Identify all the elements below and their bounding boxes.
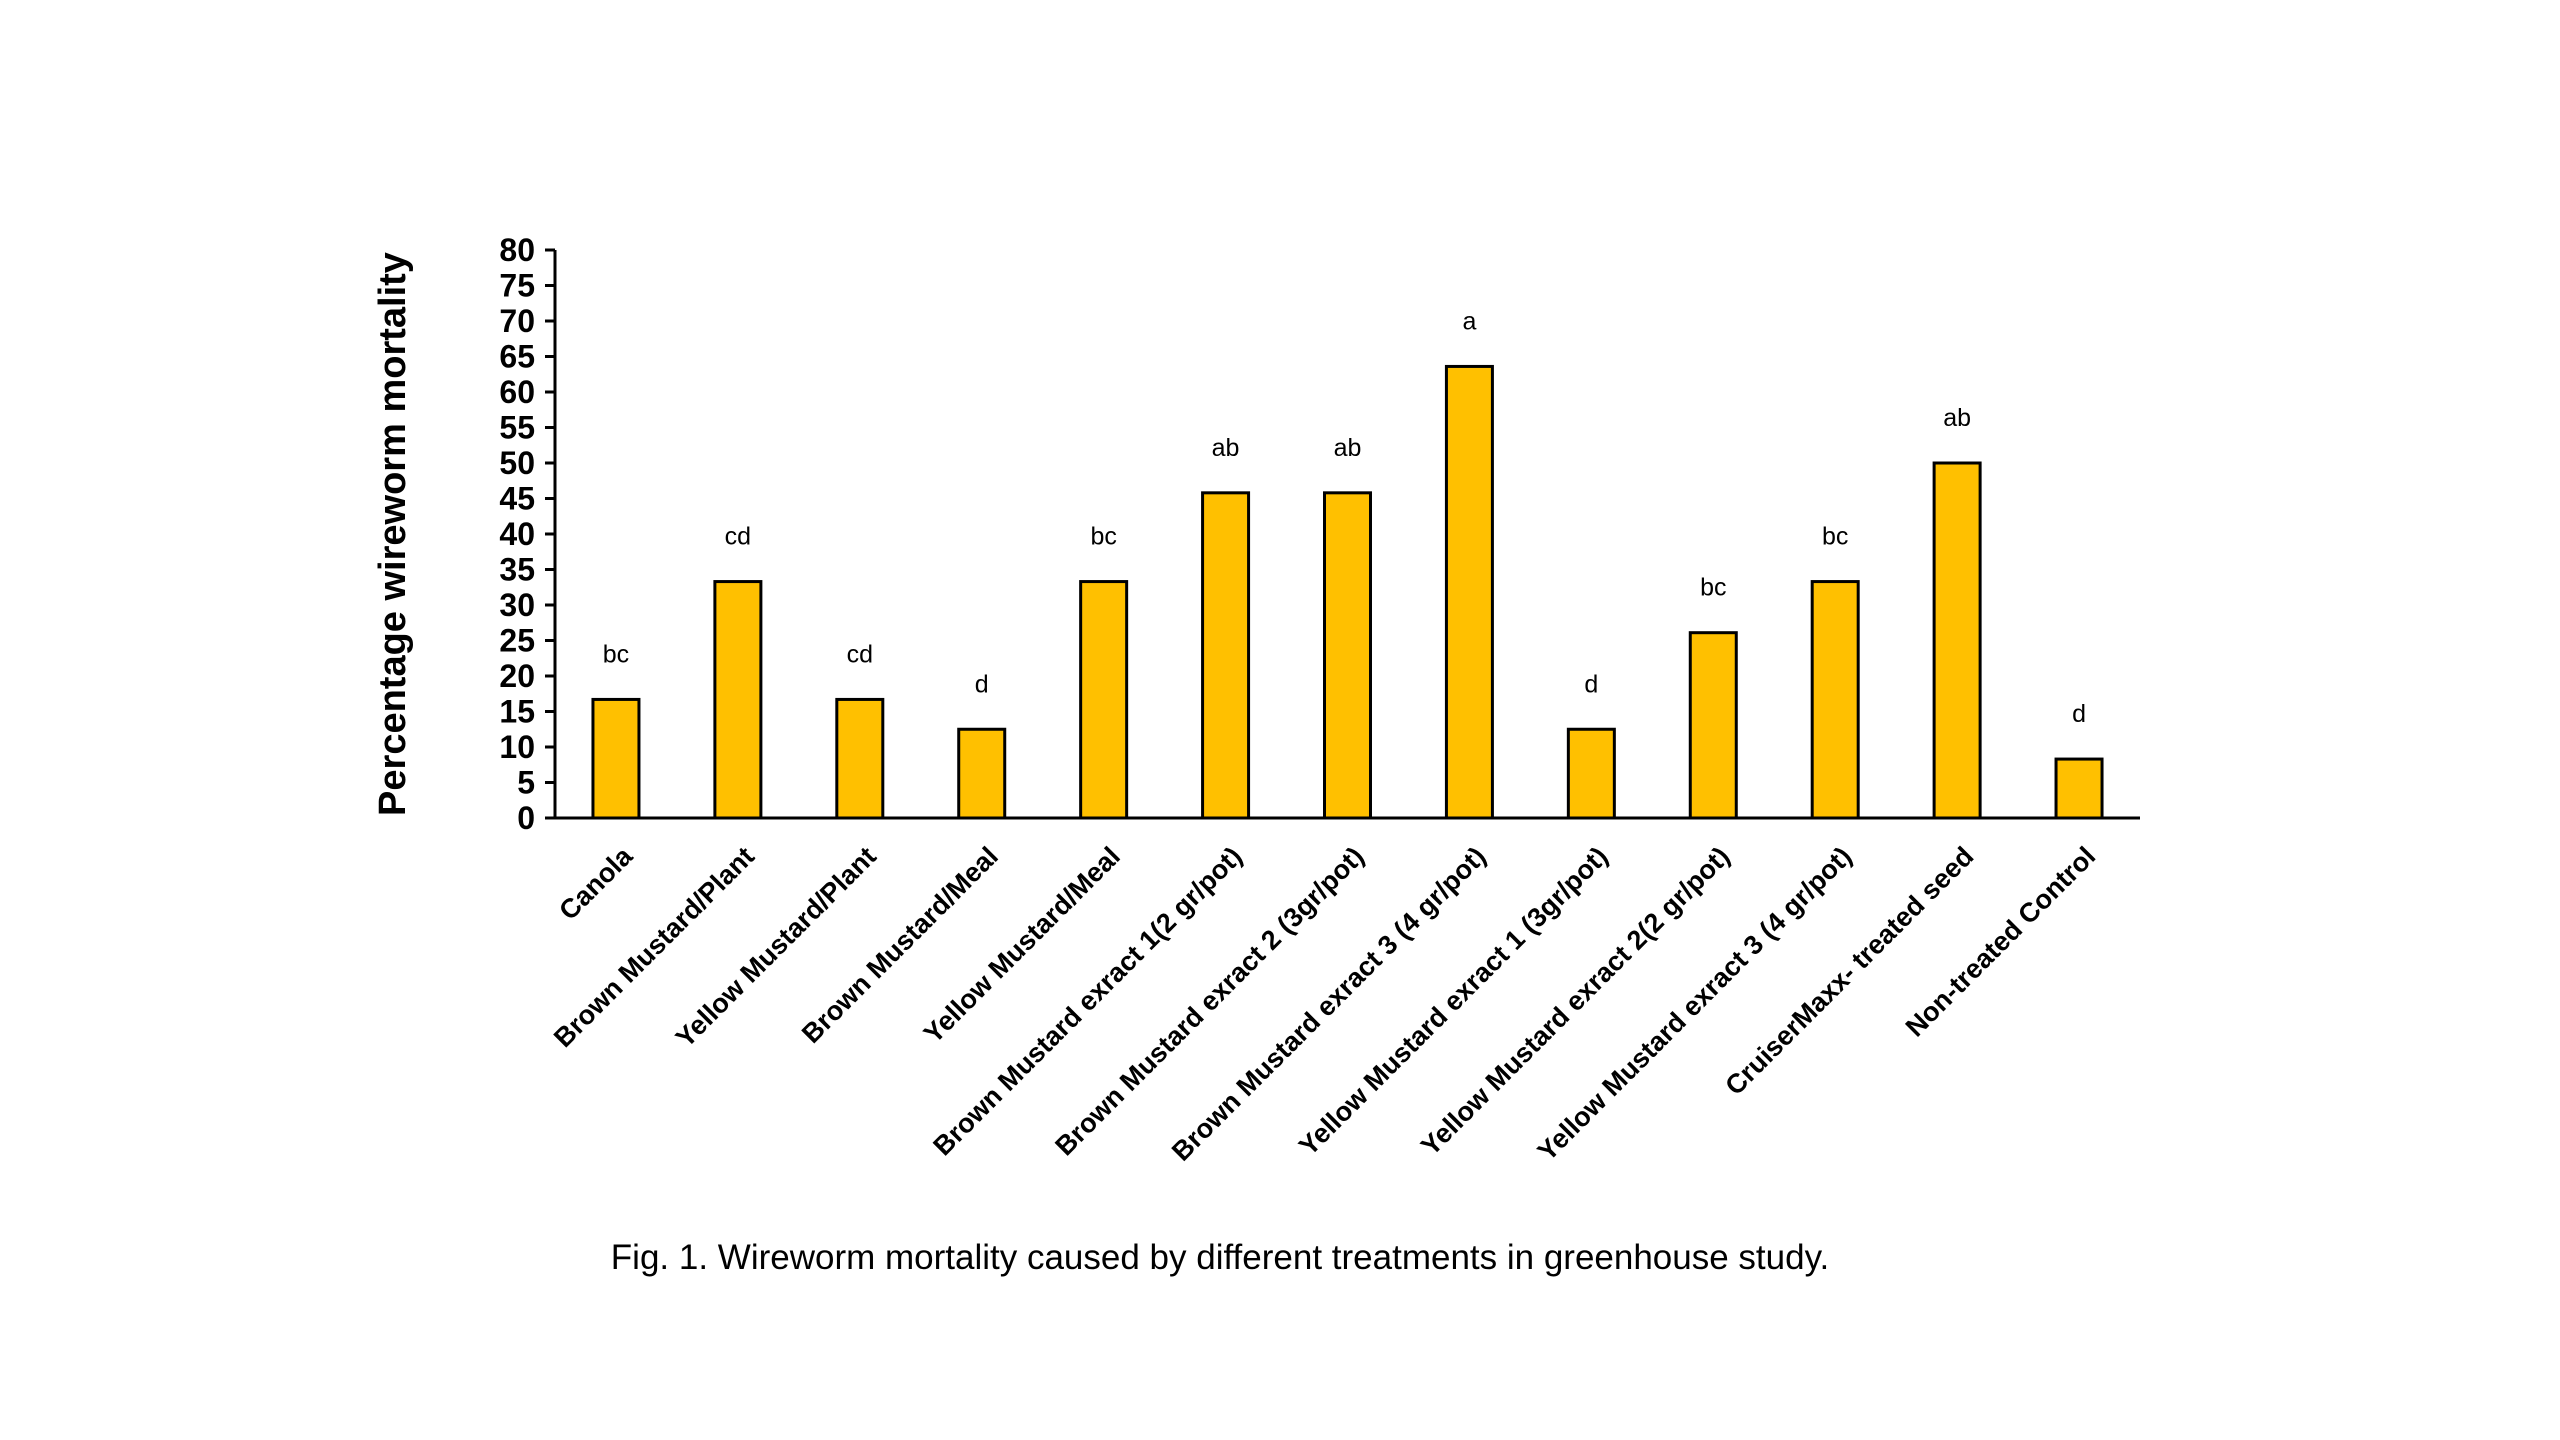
x-tick-label: Canola <box>553 840 639 926</box>
y-tick-label: 25 <box>499 623 535 659</box>
y-tick-label: 70 <box>499 303 535 339</box>
y-tick-label: 55 <box>499 410 535 446</box>
significance-letter: cd <box>847 640 873 668</box>
x-tick-label: Yellow Mustard/Meal <box>918 841 1126 1049</box>
y-tick-label: 75 <box>499 268 535 304</box>
bar <box>835 697 885 820</box>
significance-letter: ab <box>1334 434 1362 462</box>
y-tick-label: 30 <box>499 587 535 623</box>
bar <box>1323 491 1372 820</box>
y-tick-label: 40 <box>499 516 535 552</box>
y-tick-label: 20 <box>499 658 535 694</box>
significance-letter: bc <box>1822 523 1848 551</box>
significance-letter: d <box>1584 670 1598 698</box>
significance-letter: cd <box>725 523 751 551</box>
significance-letter: a <box>1462 307 1476 335</box>
bar <box>1688 631 1738 820</box>
significance-letter: bc <box>603 640 629 668</box>
bar <box>713 580 763 820</box>
x-tick-label: Brown Mustard/Plant <box>548 841 760 1053</box>
y-tick-label: 35 <box>499 552 535 588</box>
significance-letter: ab <box>1943 404 1971 432</box>
bar <box>1201 491 1251 820</box>
bar <box>2054 757 2104 820</box>
y-tick-label: 10 <box>499 729 535 765</box>
y-axis-title: Percentage wireworm mortality <box>372 252 414 816</box>
y-tick-label: 50 <box>499 445 535 481</box>
significance-letter: bc <box>1090 523 1116 551</box>
x-tick-label: Brown Mustard/Meal <box>796 841 1004 1049</box>
bar <box>1932 461 1982 820</box>
x-tick-label: CruiserMaxx- treated seed <box>1719 841 1979 1101</box>
significance-letter: ab <box>1212 434 1240 462</box>
bar <box>1566 727 1616 820</box>
y-tick-label: 60 <box>499 374 535 410</box>
y-tick-label: 15 <box>499 694 535 730</box>
significance-letter: d <box>2072 700 2086 728</box>
y-tick-label: 80 <box>499 232 535 268</box>
y-tick-label: 45 <box>499 481 535 517</box>
bar <box>957 727 1007 820</box>
y-tick-label: 65 <box>499 339 535 375</box>
bar <box>1079 580 1129 820</box>
bar <box>1810 580 1860 820</box>
y-tick-label: 0 <box>517 800 535 836</box>
x-tick-label: Yellow Mustard/Plant <box>670 841 882 1053</box>
y-tick-label: 5 <box>517 765 535 801</box>
significance-letter: d <box>975 670 989 698</box>
bar <box>1444 364 1494 820</box>
bar <box>591 697 641 820</box>
significance-letter: bc <box>1700 574 1726 602</box>
significance-labels: bc cd cd d bc ab ab a d bc bc ab d <box>603 307 2086 728</box>
figure-caption: Fig. 1. Wireworm mortality caused by dif… <box>610 1238 1830 1277</box>
